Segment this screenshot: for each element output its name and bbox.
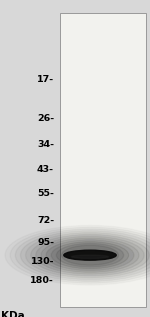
Text: 34-: 34- [37,140,54,149]
Text: 55-: 55- [37,189,54,198]
Text: 26-: 26- [37,114,54,123]
Ellipse shape [41,238,139,272]
Ellipse shape [31,234,149,276]
Bar [60,13,146,307]
Ellipse shape [64,250,116,260]
Text: 72-: 72- [37,216,54,225]
Text: 180-: 180- [30,276,54,285]
Text: 130-: 130- [30,257,54,266]
Ellipse shape [51,242,129,269]
Ellipse shape [71,255,109,258]
Text: 43-: 43- [37,165,54,174]
Ellipse shape [61,245,118,265]
Ellipse shape [46,240,134,271]
Text: 95-: 95- [37,238,54,247]
Ellipse shape [36,236,144,274]
Text: KDa: KDa [2,311,25,317]
Text: 17-: 17- [37,75,54,84]
Ellipse shape [56,243,124,267]
